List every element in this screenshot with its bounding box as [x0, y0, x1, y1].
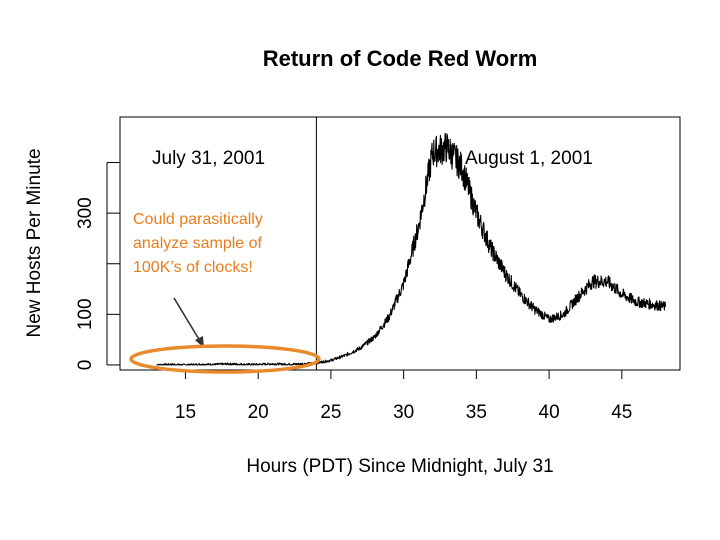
series-group [156, 132, 667, 366]
annotation-line-1: Could parasitically [133, 211, 263, 228]
x-tick-label-40: 40 [539, 402, 560, 423]
x-axis: 15 20 25 30 35 40 45 [175, 369, 632, 423]
highlight-ellipse [129, 344, 321, 374]
x-tick-label-25: 25 [320, 402, 341, 423]
x-tick-label-30: 30 [393, 402, 414, 423]
x-tick-label-20: 20 [248, 402, 269, 423]
annotation-line-2: analyze sample of [133, 235, 263, 252]
y-tick-label-100: 100 [75, 298, 96, 330]
y-tick-label-300: 300 [75, 197, 96, 229]
x-tick-label-15: 15 [175, 402, 196, 423]
date-label-july: July 31, 2001 [152, 148, 265, 169]
x-tick-label-35: 35 [466, 402, 487, 423]
y-tick-label-0: 0 [75, 360, 96, 371]
y-axis-label: New Hosts Per Minute [24, 148, 45, 337]
x-tick-label-45: 45 [611, 402, 632, 423]
y-axis: 0 100 300 [75, 162, 120, 371]
annotation-arrow-shaft [173, 297, 201, 342]
date-label-august: August 1, 2001 [465, 148, 593, 169]
series-line-0 [156, 132, 667, 366]
chart-title: Return of Code Red Worm [263, 46, 538, 71]
annotation-line-3: 100K’s of clocks! [133, 259, 253, 276]
x-axis-label: Hours (PDT) Since Midnight, July 31 [246, 456, 553, 477]
annotation: Could parasitically analyze sample of 10… [129, 211, 321, 374]
